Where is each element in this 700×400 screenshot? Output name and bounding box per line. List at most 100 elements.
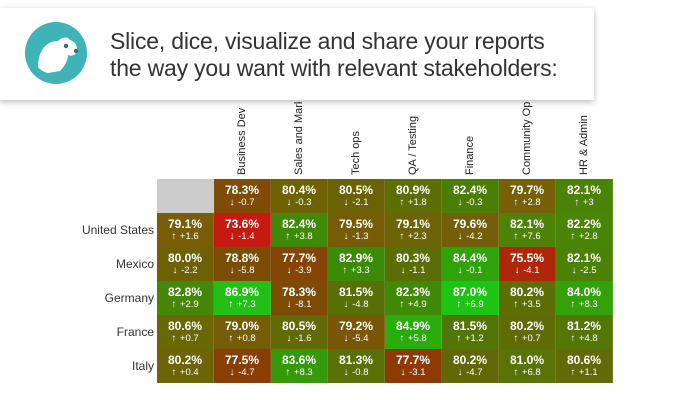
column-header[interactable]: Finance [442,102,499,177]
cell-change: ↓ -0.8 [343,367,368,378]
heatmap-cell[interactable]: 82.2% ↑ +2.8 [556,213,613,247]
heatmap-cell[interactable]: 81.3% ↓ -0.8 [328,349,385,383]
heatmap-cell[interactable]: 80.4% ↓ -0.3 [271,179,328,213]
row-label[interactable]: France [116,324,154,339]
heatmap-cell[interactable]: 79.6% ↓ -4.2 [442,213,499,247]
column-header[interactable]: QA / Testing [385,102,442,177]
row-label[interactable]: Italy [131,358,154,373]
row-label[interactable]: United States [81,222,154,237]
heatmap-cell[interactable]: 80.5% ↓ -2.1 [328,179,385,213]
arrow-down-icon: ↓ [571,265,577,276]
heatmap-cell[interactable]: 81.5% ↓ -4.8 [328,281,385,315]
heatmap-cell[interactable]: 79.7% ↑ +2.8 [499,179,556,213]
arrow-up-icon: ↑ [513,299,519,310]
arrow-down-icon: ↓ [172,265,178,276]
heatmap-cell[interactable]: 79.1% ↑ +1.6 [157,213,214,247]
heatmap-cell[interactable]: 82.4% ↓ -0.3 [442,179,499,213]
arrow-up-icon: ↑ [228,333,234,344]
cell-change: ↑ +4.8 [570,333,597,344]
heatmap-cell[interactable]: 80.2% ↓ -4.7 [442,349,499,383]
row-label[interactable]: Mexico [115,256,154,271]
cell-change: ↑ +3.8 [285,231,312,242]
cell-change: ↓ -0.7 [229,197,254,208]
arrow-up-icon: ↑ [342,265,348,276]
cell-change: ↓ -3.9 [286,265,311,276]
arrow-up-icon: ↑ [171,231,177,242]
cell-change-value: -2.1 [349,197,369,208]
heatmap-cell[interactable]: 80.6% ↑ +1.1 [556,349,613,383]
arrow-up-icon: ↑ [574,197,580,208]
heatmap-cell[interactable]: 77.7% ↓ -3.9 [271,247,328,281]
column-header[interactable]: HR & Admin [556,102,613,177]
heatmap-cell[interactable]: 82.8% ↑ +2.9 [157,281,214,315]
cell-change: ↓ -8.1 [286,299,311,310]
heatmap-cell[interactable]: 80.9% ↑ +1.8 [385,179,442,213]
heatmap-cell[interactable]: 82.3% ↑ +4.9 [385,281,442,315]
heatmap-cell[interactable]: 79.2% ↓ -5.4 [328,315,385,349]
heatmap-cell[interactable]: 81.5% ↑ +1.2 [442,315,499,349]
cell-change: ↑ +2.3 [399,231,426,242]
arrow-down-icon: ↓ [286,197,292,208]
heatmap-cell[interactable]: 80.2% ↑ +0.4 [157,349,214,383]
cell-change: ↓ -1.4 [229,231,254,242]
arrow-down-icon: ↓ [400,265,406,276]
heatmap-cell[interactable]: 80.3% ↓ -1.1 [385,247,442,281]
cell-change-value: -2.5 [577,265,597,276]
heatmap-cell[interactable]: 79.0% ↑ +0.8 [214,315,271,349]
heatmap-cell[interactable]: 80.0% ↓ -2.2 [157,247,214,281]
cell-change: ↓ -2.5 [571,265,596,276]
arrow-up-icon: ↑ [399,197,405,208]
heatmap-cell[interactable]: 79.1% ↑ +2.3 [385,213,442,247]
heatmap-cell[interactable]: 81.0% ↑ +6.8 [499,349,556,383]
heatmap-cell[interactable]: 82.1% ↓ -2.5 [556,247,613,281]
heatmap-cell[interactable]: 78.8% ↓ -5.8 [214,247,271,281]
heatmap-cell[interactable]: 82.9% ↑ +3.3 [328,247,385,281]
heatmap-cell[interactable]: 75.5% ↓ -4.1 [499,247,556,281]
heatmap-cell[interactable]: 84.9% ↑ +5.8 [385,315,442,349]
heatmap-cell[interactable]: 80.2% ↑ +3.5 [499,281,556,315]
cell-change-value: -1.4 [235,231,255,242]
heatmap-cell[interactable]: 84.0% ↑ +8.3 [556,281,613,315]
arrow-down-icon: ↓ [457,197,463,208]
heatmap-cell[interactable]: 80.6% ↑ +0.7 [157,315,214,349]
heatmap-cell[interactable]: 80.2% ↑ +0.7 [499,315,556,349]
arrow-up-icon: ↑ [513,367,519,378]
heatmap-cell[interactable]: 80.5% ↓ -1.6 [271,315,328,349]
column-header[interactable]: Business Dev [214,102,271,177]
heatmap-cell[interactable]: 82.1% ↑ +7.6 [499,213,556,247]
row-label[interactable]: Germany [104,290,154,305]
heatmap-cell[interactable]: 78.3% ↓ -0.7 [214,179,271,213]
cell-value: 81.2% [566,319,602,333]
arrow-down-icon: ↓ [343,197,349,208]
heatmap-cell[interactable]: 78.3% ↓ -8.1 [271,281,328,315]
cell-change-value: -1.1 [406,265,426,276]
column-header[interactable]: Tech ops [328,102,385,177]
heatmap-cell[interactable]: 82.1% ↑ +3 [556,179,613,213]
heatmap-cell[interactable]: 86.9% ↑ +7.3 [214,281,271,315]
heatmap-cell[interactable]: 84.4% ↓ -0.1 [442,247,499,281]
column-header-label: HR & Admin [578,115,590,175]
heatmap-cell[interactable]: 77.7% ↓ -3.1 [385,349,442,383]
heatmap-cell[interactable]: 81.2% ↑ +4.8 [556,315,613,349]
cell-change: ↓ -1.1 [400,265,425,276]
cell-change: ↑ +1.8 [399,197,426,208]
cell-change: ↑ +8.3 [570,299,597,310]
heatmap-cell[interactable]: 82.4% ↑ +3.8 [271,213,328,247]
cell-value: 80.4% [281,183,317,197]
cell-change: ↓ -4.7 [229,367,254,378]
cell-change-value: -1.6 [292,333,312,344]
cell-value: 82.1% [566,251,602,265]
cell-change-value: -5.8 [235,265,255,276]
heatmap-cell[interactable]: 73.6% ↓ -1.4 [214,213,271,247]
heatmap-cell[interactable]: 87.0% ↑ +6.9 [442,281,499,315]
cell-change: ↓ -4.8 [343,299,368,310]
cell-change: ↑ +1.1 [570,367,597,378]
heatmap-cell[interactable]: 83.6% ↑ +8.3 [271,349,328,383]
cell-value: 77.7% [395,353,431,367]
heatmap-cell[interactable]: 79.5% ↓ -1.3 [328,213,385,247]
cell-value: 80.5% [281,319,317,333]
column-header[interactable]: Sales and Mark [271,102,328,177]
column-header[interactable]: Community Ops [499,102,556,177]
heatmap-cell[interactable]: 77.5% ↓ -4.7 [214,349,271,383]
cell-change: ↑ +2.9 [171,299,198,310]
